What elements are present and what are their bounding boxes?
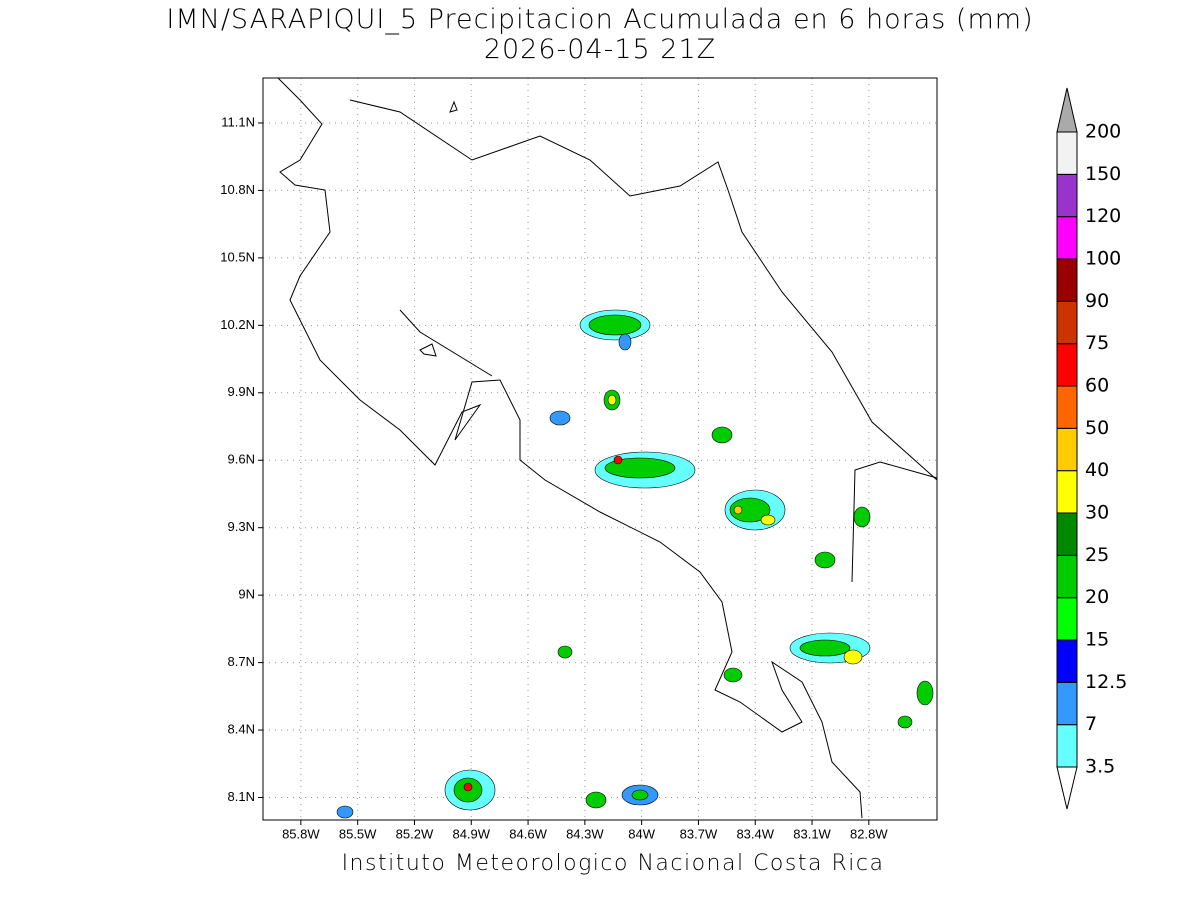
colorbar-box (1056, 512, 1078, 556)
coastlines (277, 77, 938, 819)
colorbar-label: 25 (1085, 544, 1109, 566)
colorbar-box (1056, 681, 1078, 726)
colorbar-box (1056, 724, 1078, 768)
y-tick-label: 8.1N (228, 789, 255, 804)
x-tick-label: 85.5W (339, 826, 377, 841)
colorbar-label: 7 (1085, 713, 1097, 735)
y-tick-label: 9N (238, 587, 255, 602)
y-tick-label: 9.9N (228, 384, 255, 399)
colorbar-label: 120 (1085, 205, 1121, 227)
colorbar-label: 15 (1085, 629, 1109, 651)
colorbar-box (1056, 258, 1078, 302)
axes: 85.8W 85.5W 85.2W 84.9W 84.6W 84.3W 84W 83.7W 83… (220, 114, 888, 841)
colorbar-label: 50 (1085, 417, 1109, 439)
title: IMN/SARAPIQUI_5 Precipitacion Acumulada … (166, 4, 1033, 35)
colorbar-box (1056, 385, 1078, 429)
colorbar-label: 200 (1085, 121, 1121, 143)
colorbar-label: 12.5 (1085, 671, 1127, 693)
y-tick-label: 10.5N (220, 249, 255, 264)
grid (263, 78, 937, 820)
x-tick-label: 82.8W (850, 826, 888, 841)
precipitation (336, 309, 934, 819)
colorbar-box (1056, 300, 1078, 345)
colorbar-box (1056, 427, 1078, 472)
x-tick-label: 83.7W (680, 826, 718, 841)
x-tick-label: 85.8W (282, 826, 320, 841)
colorbar-label: 100 (1085, 248, 1121, 270)
colorbar-label: 60 (1085, 375, 1109, 397)
y-tick-label: 8.4N (228, 721, 255, 736)
y-tick-label: 10.8N (220, 182, 255, 197)
colorbar-label: 150 (1085, 163, 1121, 185)
colorbar-box (1056, 554, 1078, 599)
x-tick-label: 84.9W (452, 826, 490, 841)
x-tick-label: 83.4W (736, 826, 774, 841)
colorbar-box (1056, 470, 1078, 514)
colorbar-box (1056, 216, 1078, 260)
colorbar-label: 75 (1085, 332, 1109, 354)
colorbar-under (1056, 766, 1078, 810)
x-tick-label: 84.6W (509, 826, 547, 841)
colorbar-box (1056, 639, 1078, 683)
colorbar-label: 3.5 (1085, 756, 1115, 778)
colorbar-box (1056, 173, 1078, 218)
y-tick-label: 10.2N (220, 317, 255, 332)
map-frame (262, 77, 938, 821)
y-tick-label: 8.7N (228, 654, 255, 669)
colorbar-label: 20 (1085, 586, 1109, 608)
x-tick-label: 84W (628, 826, 655, 841)
colorbar-over (1056, 87, 1078, 133)
colorbar-label: 90 (1085, 290, 1109, 312)
colorbar-box (1056, 131, 1078, 175)
footer: Instituto Meteorologico Nacional Costa R… (342, 851, 885, 876)
x-tick-label: 85.2W (396, 826, 434, 841)
colorbar-box (1056, 343, 1078, 387)
colorbar-label: 40 (1085, 459, 1109, 481)
colorbar-box (1056, 597, 1078, 641)
colorbar: 3.5 7 12.5 15 20 25 30 40 50 60 75 90 100 120 150 200 (1056, 87, 1127, 810)
y-tick-label: 11.1N (221, 114, 255, 129)
y-tick-label: 9.6N (228, 452, 255, 467)
colorbar-label: 30 (1085, 502, 1109, 524)
y-tick-label: 9.3N (228, 519, 255, 534)
subtitle: 2026-04-15 21Z (484, 34, 716, 65)
x-tick-label: 83.1W (793, 826, 831, 841)
x-tick-label: 84.3W (566, 826, 604, 841)
